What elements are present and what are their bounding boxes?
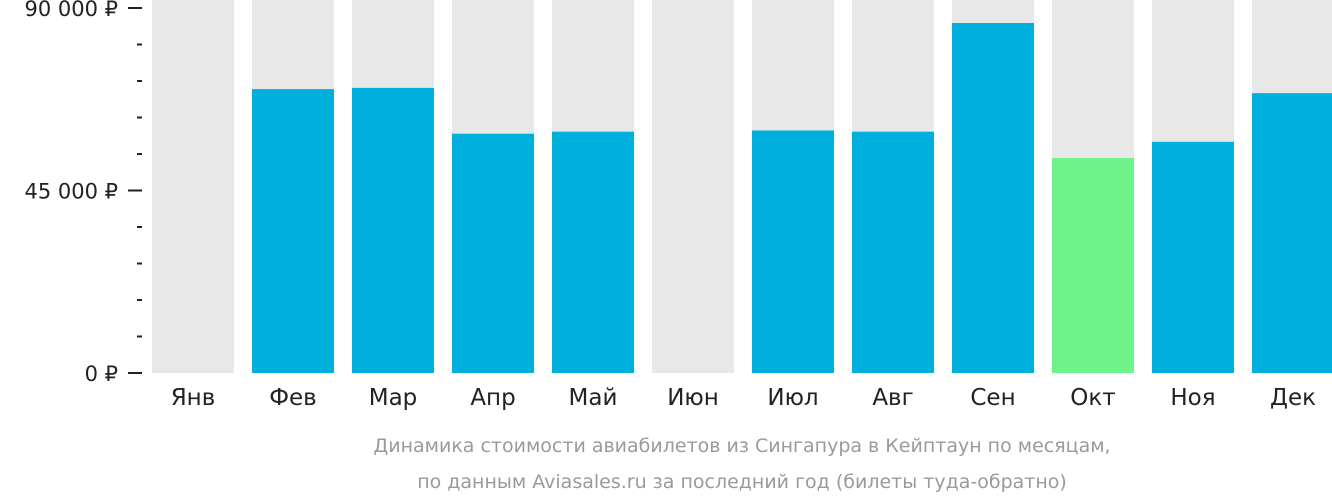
x-tick-label: Июл: [767, 385, 818, 411]
bar-9: [952, 23, 1034, 374]
caption-line-1: Динамика стоимости авиабилетов из Сингап…: [373, 435, 1110, 457]
y-tick-label: 45 000 ₽: [24, 180, 118, 204]
bar-3: [352, 87, 434, 374]
x-tick-label: Фев: [269, 385, 317, 411]
x-tick-label: Ноя: [1170, 385, 1215, 411]
bar-8: [852, 131, 934, 373]
bar-11: [1152, 141, 1234, 373]
bar-10: [1052, 158, 1134, 373]
x-tick-label: Дек: [1270, 385, 1316, 411]
x-tick-label: Окт: [1070, 385, 1115, 411]
x-tick-label: Сен: [970, 385, 1015, 411]
bar-5: [552, 131, 634, 373]
x-tick-label: Апр: [470, 385, 515, 411]
bar-7: [752, 130, 834, 373]
y-tick-label: 90 000 ₽: [24, 0, 118, 21]
y-axis: 0 ₽ 45 000 ₽ 90 000 ₽: [24, 0, 142, 386]
caption-line-2: по данным Aviasales.ru за последний год …: [417, 471, 1067, 493]
x-tick-label: Май: [569, 385, 618, 411]
background-column: [152, 0, 234, 373]
background-column: [652, 0, 734, 373]
chart-caption: Динамика стоимости авиабилетов из Сингап…: [373, 435, 1110, 493]
bar-4: [452, 133, 534, 373]
x-tick-label: Авг: [872, 385, 913, 411]
bars: [252, 23, 1332, 374]
y-tick-label: 0 ₽: [85, 362, 118, 386]
bar-12: [1252, 93, 1332, 374]
x-tick-label: Мар: [369, 385, 418, 411]
x-tick-label: Янв: [171, 385, 216, 411]
bar-2: [252, 89, 334, 373]
x-axis: Янв Фев Мар Апр Май Июн Июл Авг Сен Окт Ноя Дек: [171, 385, 1316, 411]
x-tick-label: Июн: [667, 385, 719, 411]
